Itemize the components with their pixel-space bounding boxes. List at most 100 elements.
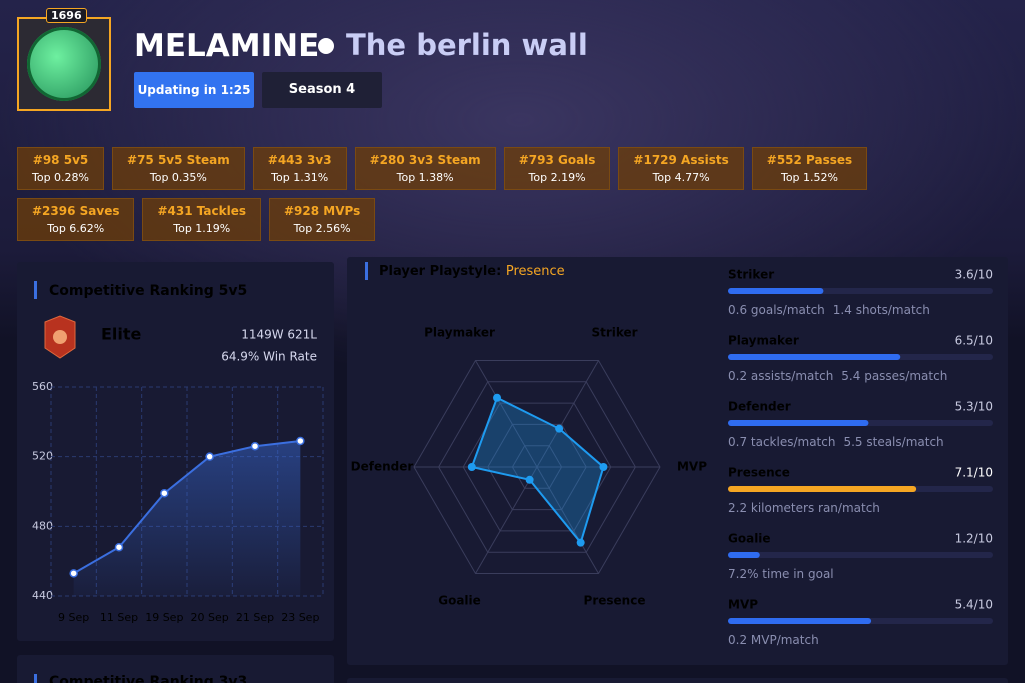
stat-name: Presence [728, 466, 790, 480]
stat-detail: 5.4 passes/match [841, 369, 947, 383]
radar-point [576, 538, 585, 547]
radar-label: Defender [351, 460, 414, 474]
ranking-card-3v3 [17, 655, 334, 683]
stat-bar [728, 288, 824, 294]
radar-point [493, 393, 502, 402]
y-tick-label: 560 [32, 380, 53, 393]
stat-value: 5.4/10 [955, 598, 993, 612]
accent [365, 262, 368, 280]
level-badge: 1696 [46, 8, 87, 23]
radar-label: MVP [677, 460, 707, 474]
badge-top: Top 4.77% [652, 171, 710, 184]
record: 1149W 621L [241, 328, 317, 342]
stat-name: Goalie [728, 532, 771, 546]
point [69, 569, 78, 578]
line [73, 439, 301, 575]
rank-badge: #443 3v3 Top 1.31% [252, 147, 347, 190]
badge-rank: #928 MVPs [284, 204, 361, 218]
radar-spoke [536, 466, 599, 574]
stat-value: 7.1/10 [955, 466, 993, 480]
steam-icon [318, 38, 334, 54]
point [296, 436, 305, 446]
rank-badge: #280 3v3 Steam Top 1.38% [354, 147, 496, 190]
stat-track [728, 552, 993, 558]
stat-detail: 5.5 steals/match [843, 435, 943, 449]
badge-list: #98 5v5 Top 0.28% #75 5v5 Steam Top 0.35% #4… [17, 147, 947, 241]
badge-top: Top 6.62% [47, 222, 105, 235]
radar-spoke [475, 466, 538, 574]
y-tick-label: 520 [32, 450, 53, 463]
badge-rank: #98 5v5 [32, 153, 89, 167]
badge-top: Top 2.56% [293, 222, 351, 235]
x-tick-label: 23 Sep [281, 611, 319, 624]
stat-detail: 7.2% time in goal [728, 567, 834, 581]
season-button[interactable]: Season 4 [262, 72, 382, 108]
rank-badge: #552 Passes Top 1.52% [751, 147, 868, 190]
x-tick-label: 21 Sep [236, 611, 274, 624]
radar-point [599, 463, 608, 471]
point [250, 441, 260, 451]
rank-badge: #75 5v5 Steam Top 0.35% [112, 147, 245, 190]
stat-value: 1.2/10 [955, 532, 993, 546]
radar-point [467, 463, 476, 471]
badge-top: Top 1.38% [396, 171, 454, 184]
x-tick-label: 9 Sep [58, 611, 89, 624]
rank-badge: #2396 Saves Top 6.62% [17, 198, 135, 241]
card-title: Competitive Ranking 3v3 [49, 674, 247, 683]
point [114, 542, 124, 552]
playstyle-heading: Player Playstyle: Presence [379, 264, 565, 279]
badge-top: Top 2.19% [528, 171, 586, 184]
player-title: The berlin wall [346, 28, 588, 62]
badge-top: Top 1.52% [780, 171, 838, 184]
point [160, 488, 169, 498]
y-tick-label: 480 [32, 519, 53, 532]
update-button[interactable]: Updating in 1:25 [134, 72, 254, 108]
stat-value: 5.3/10 [955, 400, 993, 414]
stat-bar [728, 420, 869, 426]
stat-detail: 0.6 goals/match [728, 303, 825, 317]
rank-badge: #431 Tackles Top 1.19% [142, 198, 261, 241]
radar-point [525, 475, 534, 484]
avatar [17, 17, 111, 111]
rank-badge: #793 Goals Top 2.19% [503, 147, 611, 190]
stat-detail: 0.2 assists/match [728, 369, 833, 383]
badge-rank: #2396 Saves [32, 204, 120, 218]
playstyle-value: Presence [506, 264, 565, 279]
tier: Elite [101, 325, 142, 344]
badge-rank: #280 3v3 Steam [369, 153, 481, 167]
radar-label: Striker [591, 325, 637, 339]
stat-name: MVP [728, 598, 758, 612]
x-tick-label: 19 Sep [145, 611, 183, 624]
badge-top: Top 0.28% [32, 171, 90, 184]
radar-spoke [475, 360, 538, 468]
badge-rank: #552 Passes [766, 153, 853, 167]
win-rate: 64.9% Win Rate [221, 350, 317, 364]
lower-card [347, 678, 1008, 683]
accent [34, 281, 37, 299]
card-title: Competitive Ranking 5v5 [49, 283, 247, 299]
point [205, 452, 214, 461]
stat-details: 7.2% time in goal [728, 567, 834, 581]
stat-detail: 2.2 kilometers ran/match [728, 501, 880, 515]
badge-rank: #75 5v5 Steam [127, 153, 230, 167]
stat-bar [728, 486, 917, 492]
badge-rank: #1729 Assists [633, 153, 729, 167]
stat-name: Striker [728, 268, 774, 282]
playstyle-card [347, 257, 1008, 665]
line-area [73, 440, 301, 596]
rank-badge: #1729 Assists Top 4.77% [618, 147, 744, 190]
badge-rank: #443 3v3 [267, 153, 332, 167]
stat-bar [728, 618, 872, 624]
rank-badge: #98 5v5 Top 0.28% [17, 147, 105, 190]
x-tick-label: 20 Sep [191, 611, 229, 624]
badge-rank: #431 Tackles [157, 204, 246, 218]
badge-top: Top 1.19% [173, 222, 231, 235]
stat-value: 6.5/10 [955, 334, 993, 348]
stat-name: Playmaker [728, 334, 799, 348]
rank-badge: #928 MVPs Top 2.56% [269, 198, 376, 241]
stat-bar [728, 354, 901, 360]
radar-label: Playmaker [424, 325, 495, 339]
radar-point [555, 424, 564, 433]
